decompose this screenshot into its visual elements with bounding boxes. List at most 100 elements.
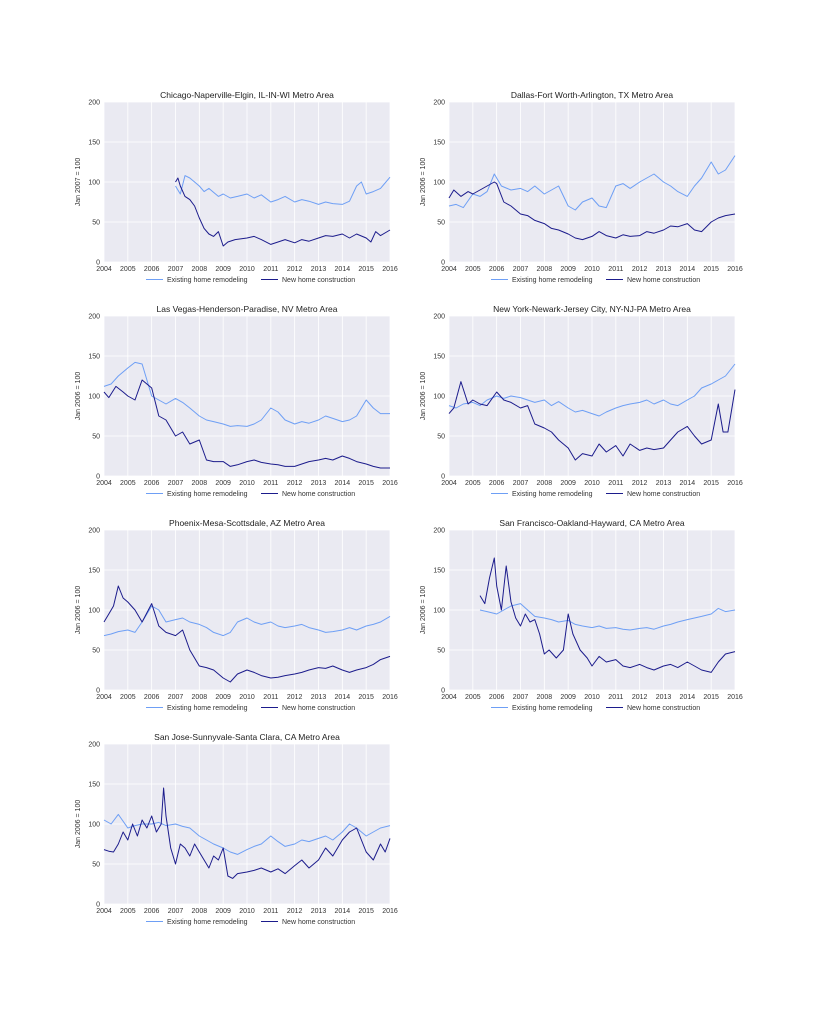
x-tick-label: 2005 <box>465 694 481 701</box>
x-tick-label: 2015 <box>703 694 719 701</box>
series-line-construction <box>103 379 390 469</box>
x-tick-label: 2014 <box>335 480 351 487</box>
y-tick-label: 50 <box>437 648 445 655</box>
x-tick-label: 2008 <box>537 266 553 273</box>
x-tick-label: 2009 <box>215 694 231 701</box>
legend-label: Existing home remodeling <box>167 277 248 284</box>
x-tick-label: 2013 <box>656 266 672 273</box>
x-tick-label: 2016 <box>727 480 743 487</box>
y-tick-label: 150 <box>433 140 445 147</box>
y-tick-label: 0 <box>96 902 100 909</box>
x-tick-label: 2011 <box>263 480 278 487</box>
x-tick-label: 2016 <box>382 480 398 487</box>
y-tick-label: 150 <box>433 568 445 575</box>
chart-panel: Phoenix-Mesa-Scottsdale, AZ Metro Area 20… <box>60 516 400 716</box>
x-tick-label: 2006 <box>144 266 160 273</box>
x-tick-label: 2009 <box>215 908 231 915</box>
x-tick-label: 2015 <box>358 908 374 915</box>
x-tick-label: 2004 <box>96 694 112 701</box>
series-line-construction <box>479 557 736 673</box>
chart-title: Phoenix-Mesa-Scottsdale, AZ Metro Area <box>169 518 325 528</box>
x-tick-label: 2008 <box>192 480 208 487</box>
y-tick-label: 200 <box>88 528 100 535</box>
legend-label: Existing home remodeling <box>512 705 593 712</box>
y-tick-label: 100 <box>88 822 100 829</box>
x-tick-label: 2016 <box>382 908 398 915</box>
y-tick-label: 100 <box>88 394 100 401</box>
x-tick-label: 2004 <box>96 908 112 915</box>
y-tick-label: 200 <box>88 742 100 749</box>
x-tick-label: 2006 <box>489 694 505 701</box>
chart-title: Chicago-Naperville-Elgin, IL-IN-WI Metro… <box>160 90 334 100</box>
x-tick-label: 2009 <box>215 480 231 487</box>
y-tick-label: 0 <box>96 688 100 695</box>
y-tick-label: 50 <box>92 648 100 655</box>
legend-label: New home construction <box>282 277 355 284</box>
series-line-construction <box>175 177 391 247</box>
x-tick-label: 2009 <box>560 694 576 701</box>
x-tick-label: 2008 <box>192 266 208 273</box>
y-axis-label: Jan 2006 = 100 <box>75 800 82 849</box>
chart-svg: Phoenix-Mesa-Scottsdale, AZ Metro Area 20… <box>75 518 398 712</box>
chart-panel: Chicago-Naperville-Elgin, IL-IN-WI Metro… <box>60 88 400 288</box>
x-tick-label: 2016 <box>727 694 743 701</box>
y-tick-label: 200 <box>88 314 100 321</box>
x-tick-label: 2011 <box>263 694 278 701</box>
legend-label: Existing home remodeling <box>167 919 248 926</box>
x-tick-label: 2011 <box>263 266 278 273</box>
x-tick-label: 2013 <box>656 694 672 701</box>
x-tick-label: 2008 <box>192 694 208 701</box>
x-tick-label: 2014 <box>335 694 351 701</box>
chart-title: San Francisco-Oakland-Hayward, CA Metro … <box>499 518 684 528</box>
y-axis-label: Jan 2006 = 100 <box>420 158 427 207</box>
y-tick-label: 50 <box>437 220 445 227</box>
legend-label: Existing home remodeling <box>512 491 593 498</box>
x-tick-label: 2006 <box>144 694 160 701</box>
x-tick-label: 2014 <box>335 266 351 273</box>
x-tick-label: 2010 <box>584 480 600 487</box>
y-axis-label: Jan 2006 = 100 <box>75 586 82 635</box>
x-tick-label: 2010 <box>584 694 600 701</box>
x-tick-label: 2007 <box>168 480 184 487</box>
y-tick-label: 200 <box>433 528 445 535</box>
chart-panel: San Francisco-Oakland-Hayward, CA Metro … <box>405 516 745 716</box>
x-tick-label: 2011 <box>608 480 623 487</box>
chart-svg: San Jose-Sunnyvale-Santa Clara, CA Metro… <box>75 732 398 926</box>
x-tick-label: 2015 <box>703 480 719 487</box>
y-tick-label: 50 <box>92 220 100 227</box>
chart-title: Las Vegas-Henderson-Paradise, NV Metro A… <box>157 304 338 314</box>
legend-label: Existing home remodeling <box>167 491 248 498</box>
x-tick-label: 2005 <box>120 266 136 273</box>
chart-panel: Las Vegas-Henderson-Paradise, NV Metro A… <box>60 302 400 502</box>
x-tick-label: 2006 <box>489 480 505 487</box>
x-tick-label: 2006 <box>489 266 505 273</box>
y-tick-label: 150 <box>88 782 100 789</box>
y-tick-label: 150 <box>88 354 100 361</box>
x-tick-label: 2004 <box>441 480 457 487</box>
y-tick-label: 0 <box>441 474 445 481</box>
x-tick-label: 2014 <box>680 266 696 273</box>
series-line-remodeling <box>103 605 391 637</box>
x-tick-label: 2005 <box>465 266 481 273</box>
chart-svg: Las Vegas-Henderson-Paradise, NV Metro A… <box>75 304 398 498</box>
legend-label: Existing home remodeling <box>512 277 593 284</box>
x-tick-label: 2015 <box>358 480 374 487</box>
y-tick-label: 0 <box>441 260 445 267</box>
x-tick-label: 2007 <box>513 266 529 273</box>
x-tick-label: 2010 <box>239 908 255 915</box>
series-line-remodeling <box>479 603 736 631</box>
y-tick-label: 100 <box>433 608 445 615</box>
x-tick-label: 2013 <box>656 480 672 487</box>
x-tick-label: 2015 <box>358 694 374 701</box>
x-tick-label: 2013 <box>311 480 327 487</box>
x-tick-label: 2007 <box>513 694 529 701</box>
chart-panel: Dallas-Fort Worth-Arlington, TX Metro Ar… <box>405 88 745 288</box>
x-tick-label: 2007 <box>168 694 184 701</box>
x-tick-label: 2015 <box>358 266 374 273</box>
x-tick-label: 2016 <box>727 266 743 273</box>
x-tick-label: 2007 <box>513 480 529 487</box>
x-tick-label: 2008 <box>537 480 553 487</box>
y-tick-label: 150 <box>88 568 100 575</box>
legend-label: New home construction <box>282 705 355 712</box>
x-tick-label: 2012 <box>287 908 303 915</box>
